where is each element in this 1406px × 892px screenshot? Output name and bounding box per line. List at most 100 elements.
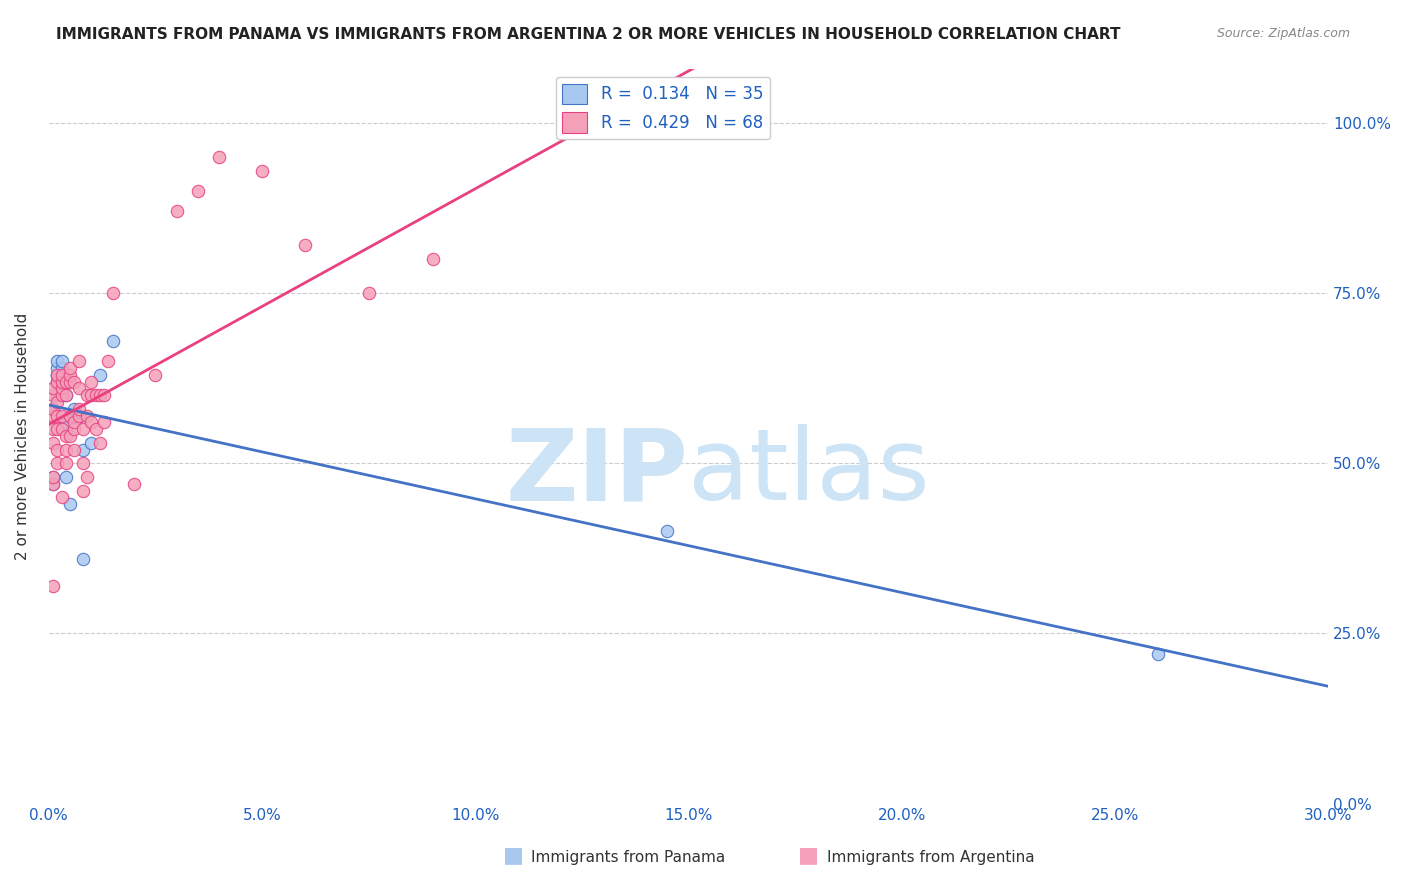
Point	[80, 416, 103, 430]
Point	[76, 388, 98, 402]
Point	[46, 368, 69, 382]
Text: ZIP: ZIP	[506, 425, 689, 521]
Y-axis label: 2 or more Vehicles in Household: 2 or more Vehicles in Household	[15, 312, 30, 559]
Point	[67, 401, 90, 416]
Point	[80, 435, 103, 450]
Point	[51, 409, 73, 423]
Point	[59, 368, 82, 382]
Point	[46, 368, 69, 382]
Point	[84, 422, 107, 436]
Point	[80, 375, 103, 389]
Point	[166, 204, 188, 219]
Point	[42, 579, 65, 593]
Point	[51, 491, 73, 505]
Point	[294, 238, 316, 252]
Point	[145, 368, 167, 382]
Point	[741, 116, 763, 130]
Point	[63, 416, 86, 430]
Point	[76, 470, 98, 484]
Point	[97, 354, 120, 368]
Point	[76, 409, 98, 423]
Point	[67, 354, 90, 368]
Point	[187, 184, 209, 198]
Point	[1146, 647, 1168, 661]
Point	[93, 388, 115, 402]
Point	[63, 409, 86, 423]
Text: IMMIGRANTS FROM PANAMA VS IMMIGRANTS FROM ARGENTINA 2 OR MORE VEHICLES IN HOUSEH: IMMIGRANTS FROM PANAMA VS IMMIGRANTS FRO…	[56, 27, 1121, 42]
Point	[67, 409, 90, 423]
Point	[55, 470, 77, 484]
Point	[46, 422, 69, 436]
Point	[72, 483, 94, 498]
Point	[42, 470, 65, 484]
Point	[72, 456, 94, 470]
Text: ■: ■	[799, 846, 818, 865]
Point	[42, 470, 65, 484]
Point	[46, 388, 69, 402]
Point	[46, 375, 69, 389]
Point	[42, 476, 65, 491]
Point	[46, 375, 69, 389]
Point	[63, 401, 86, 416]
Point	[46, 368, 69, 382]
Point	[51, 375, 73, 389]
Point	[55, 429, 77, 443]
Point	[67, 409, 90, 423]
Point	[42, 381, 65, 395]
Point	[51, 381, 73, 395]
Point	[55, 442, 77, 457]
Point	[55, 388, 77, 402]
Point	[63, 442, 86, 457]
Point	[101, 286, 124, 301]
Text: Immigrants from Panama: Immigrants from Panama	[531, 850, 725, 865]
Text: ■: ■	[503, 846, 523, 865]
Point	[55, 422, 77, 436]
Point	[250, 163, 273, 178]
Point	[42, 409, 65, 423]
Point	[46, 395, 69, 409]
Point	[42, 401, 65, 416]
Point	[46, 409, 69, 423]
Point	[51, 368, 73, 382]
Point	[51, 368, 73, 382]
Point	[80, 388, 103, 402]
Point	[72, 551, 94, 566]
Point	[46, 375, 69, 389]
Point	[59, 361, 82, 376]
Point	[55, 456, 77, 470]
Point	[55, 416, 77, 430]
Point	[51, 422, 73, 436]
Point	[101, 334, 124, 348]
Point	[422, 252, 444, 266]
Point	[42, 388, 65, 402]
Point	[67, 381, 90, 395]
Point	[59, 375, 82, 389]
Point	[89, 388, 111, 402]
Point	[51, 388, 73, 402]
Point	[51, 375, 73, 389]
Point	[55, 388, 77, 402]
Point	[46, 442, 69, 457]
Point	[93, 416, 115, 430]
Point	[59, 497, 82, 511]
Point	[208, 150, 231, 164]
Point	[84, 388, 107, 402]
Point	[67, 409, 90, 423]
Point	[46, 456, 69, 470]
Point	[72, 422, 94, 436]
Point	[46, 354, 69, 368]
Legend: R =  0.134   N = 35, R =  0.429   N = 68: R = 0.134 N = 35, R = 0.429 N = 68	[555, 77, 770, 139]
Point	[42, 476, 65, 491]
Point	[89, 368, 111, 382]
Point	[46, 361, 69, 376]
Point	[51, 368, 73, 382]
Text: Source: ZipAtlas.com: Source: ZipAtlas.com	[1216, 27, 1350, 40]
Text: atlas: atlas	[689, 425, 931, 521]
Point	[42, 422, 65, 436]
Point	[51, 388, 73, 402]
Text: Immigrants from Argentina: Immigrants from Argentina	[827, 850, 1035, 865]
Point	[42, 401, 65, 416]
Point	[55, 375, 77, 389]
Point	[51, 381, 73, 395]
Point	[655, 524, 678, 539]
